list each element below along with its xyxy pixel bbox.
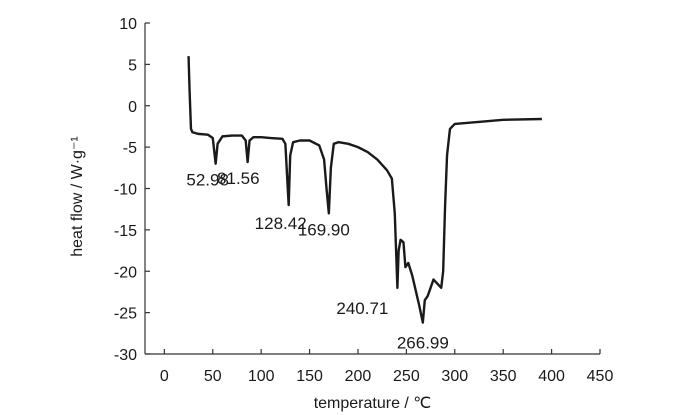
x-tick-label: 350 xyxy=(490,368,517,385)
heat-flow-series-line xyxy=(187,56,542,324)
x-tick-label: 0 xyxy=(160,368,169,385)
peak-label: 266.99 xyxy=(397,334,449,353)
y-tick-label: -10 xyxy=(114,182,137,199)
y-ticks: 10 5 0 -5 -10 -15 -20 -25 -30 xyxy=(114,16,150,364)
y-tick-label: -5 xyxy=(123,140,137,157)
peak-label: 52.98 xyxy=(186,171,229,190)
x-axis-title: temperature / ℃ xyxy=(314,395,432,412)
x-tick-label: 300 xyxy=(441,368,468,385)
y-tick-label: -15 xyxy=(114,223,137,240)
y-tick-label: 10 xyxy=(119,16,137,33)
y-tick-label: 0 xyxy=(128,99,137,116)
x-tick-label: 50 xyxy=(204,368,222,385)
x-ticks: 0 50 100 150 200 250 300 350 400 450 xyxy=(160,349,614,385)
peak-label: 240.71 xyxy=(336,299,388,318)
x-tick-label: 450 xyxy=(587,368,614,385)
y-tick-label: -25 xyxy=(114,306,137,323)
x-tick-label: 200 xyxy=(345,368,372,385)
y-axis-title: heat flow / W·g⁻¹ xyxy=(69,136,86,256)
y-tick-label: -30 xyxy=(114,347,137,364)
y-tick-label: -20 xyxy=(114,264,137,281)
peak-label: 128.42 xyxy=(255,214,307,233)
y-tick-label: 5 xyxy=(128,57,137,74)
peak-label: 169.90 xyxy=(298,220,350,239)
x-tick-label: 150 xyxy=(296,368,323,385)
x-tick-label: 100 xyxy=(248,368,275,385)
series-layer xyxy=(187,56,542,324)
x-tick-label: 250 xyxy=(393,368,420,385)
peak-label: 81.56 xyxy=(217,169,260,188)
x-tick-label: 400 xyxy=(538,368,565,385)
